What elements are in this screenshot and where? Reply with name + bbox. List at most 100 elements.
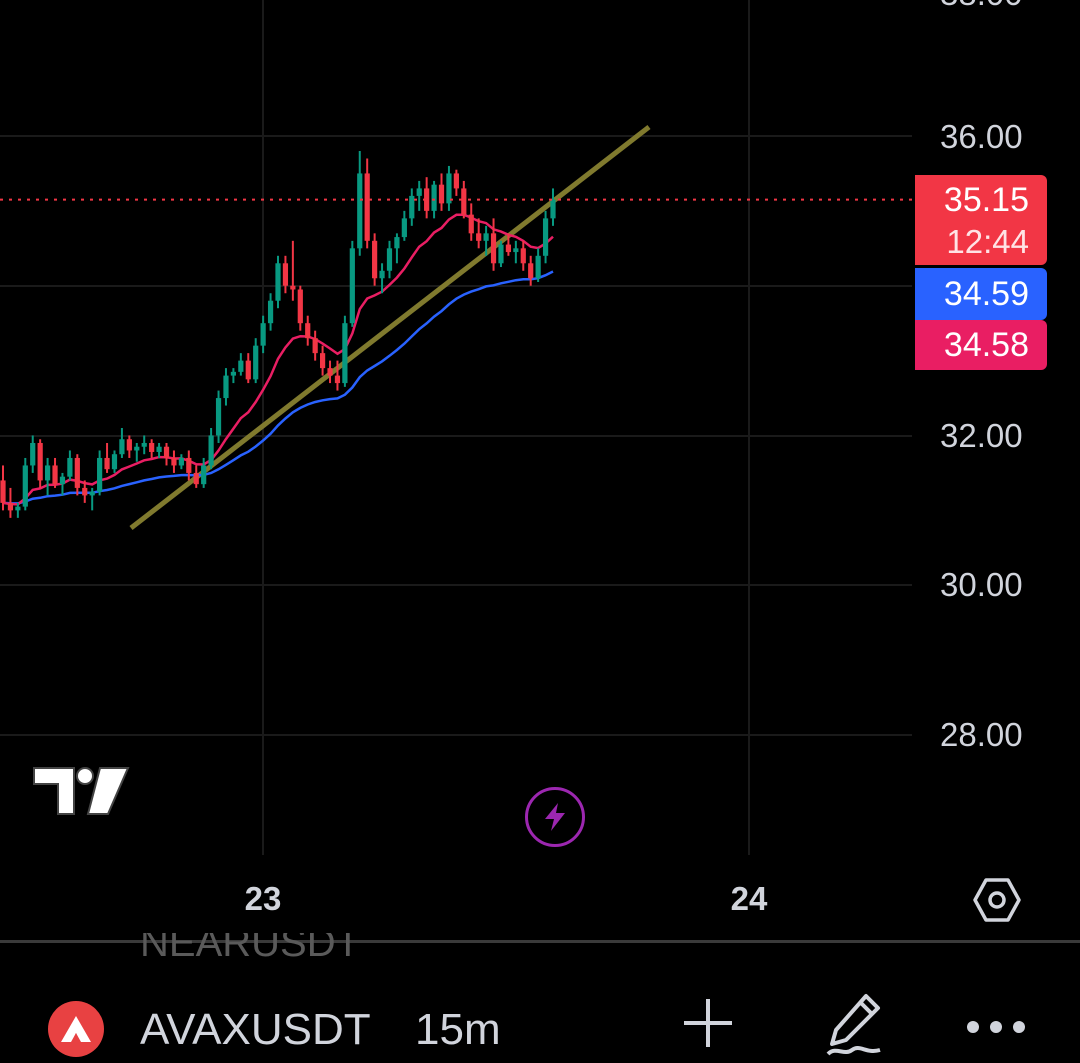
candle — [134, 442, 140, 462]
candle — [461, 180, 467, 219]
candle — [409, 188, 415, 226]
candle — [119, 428, 125, 458]
candle — [513, 240, 519, 264]
price-tick: 36.00 — [940, 118, 1023, 155]
quick-trade-button[interactable] — [525, 787, 585, 847]
candle — [446, 165, 452, 211]
candle — [82, 480, 88, 503]
chart-grid — [0, 0, 912, 855]
candle — [89, 487, 95, 511]
candle — [267, 293, 274, 331]
candle — [483, 225, 489, 256]
candle — [149, 439, 155, 458]
candle — [223, 368, 229, 406]
avalanche-coin-icon — [48, 1001, 104, 1057]
candle — [528, 255, 534, 286]
candle — [379, 263, 385, 294]
candle — [424, 177, 430, 219]
candle — [305, 315, 311, 346]
last-price-value: 35.15 — [943, 181, 1029, 219]
candle-countdown: 12:44 — [946, 223, 1029, 260]
candle — [401, 210, 407, 241]
add-button[interactable] — [680, 995, 736, 1051]
candle — [15, 502, 21, 518]
price-tick: 32.00 — [940, 417, 1023, 454]
pencil-icon — [826, 994, 881, 1056]
candle — [7, 487, 14, 518]
hexagon-settings-icon — [973, 878, 1021, 922]
candle — [364, 158, 370, 249]
trendline — [129, 125, 651, 530]
candle — [97, 450, 103, 496]
interval-selector[interactable]: 15m — [415, 1005, 501, 1054]
candle — [275, 255, 281, 309]
candle — [372, 233, 378, 286]
ema-red-tag: 34.58 — [915, 320, 1047, 370]
candle — [201, 457, 207, 488]
candle — [438, 173, 445, 211]
candle — [238, 353, 244, 376]
candle — [327, 360, 333, 384]
bottom-toolbar: NEARUSDT AVAXUSDT 15m — [0, 933, 1080, 1061]
candle — [156, 442, 162, 458]
candle — [141, 435, 147, 455]
price-chart[interactable]: 38.00 36.00 32.00 30.00 28.00 23 24 — [0, 0, 1080, 940]
candle — [59, 472, 66, 496]
candle — [319, 345, 326, 376]
candle — [290, 240, 296, 301]
candle — [178, 454, 184, 470]
candle — [52, 457, 58, 488]
time-tick: 23 — [245, 880, 282, 917]
candle — [0, 465, 6, 511]
candle — [349, 240, 355, 327]
candle — [334, 360, 341, 391]
candle — [74, 454, 80, 496]
candle — [30, 435, 36, 473]
plus-icon — [684, 999, 732, 1047]
price-tick: 30.00 — [940, 566, 1023, 603]
candle — [67, 450, 73, 481]
candle — [342, 315, 348, 387]
candle — [416, 180, 422, 211]
candle — [453, 169, 459, 196]
candle — [186, 450, 192, 481]
chart-settings-button[interactable] — [972, 875, 1022, 925]
price-axis[interactable]: 38.00 36.00 32.00 30.00 28.00 — [940, 0, 1023, 753]
candle — [394, 233, 400, 264]
candle — [357, 150, 363, 256]
candle — [520, 240, 526, 271]
candle — [386, 240, 393, 279]
candle — [163, 442, 170, 466]
candle — [468, 203, 474, 241]
candle — [542, 210, 549, 264]
more-options-button[interactable] — [965, 1014, 1027, 1040]
candle — [193, 465, 199, 488]
candle — [260, 315, 266, 354]
candle — [104, 442, 110, 473]
candles — [0, 150, 556, 518]
price-tick: 28.00 — [940, 716, 1023, 753]
symbol-selector[interactable]: AVAXUSDT — [140, 1005, 371, 1054]
ema-blue-tag: 34.59 — [915, 268, 1047, 320]
lightning-bolt-icon — [545, 803, 565, 831]
candle — [208, 428, 214, 470]
candle — [245, 353, 251, 384]
drawing-tools-button[interactable] — [822, 990, 886, 1058]
time-tick: 24 — [731, 880, 768, 917]
candle — [282, 255, 289, 294]
trendline-segment[interactable] — [129, 125, 651, 530]
previous-symbol-label: NEARUSDT — [140, 933, 361, 963]
candle — [498, 240, 504, 268]
candle — [171, 450, 177, 473]
candle — [230, 368, 237, 384]
candle — [476, 218, 482, 249]
candle — [44, 457, 51, 496]
candle — [111, 450, 118, 473]
candle — [535, 248, 541, 283]
candle — [215, 390, 222, 443]
time-axis[interactable]: 23 24 — [245, 880, 768, 917]
candle — [312, 330, 318, 361]
ema-red-line — [2, 213, 554, 506]
candle — [22, 457, 28, 511]
candle — [253, 338, 259, 384]
